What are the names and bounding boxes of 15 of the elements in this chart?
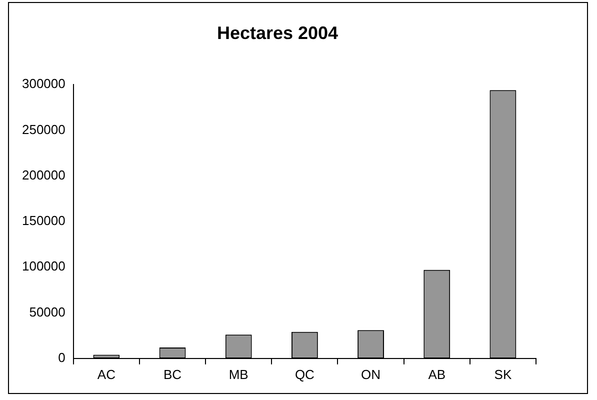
x-tick-label: AB [428, 366, 446, 382]
y-tick-label: 250000 [22, 122, 66, 137]
y-tick-label: 300000 [22, 76, 66, 92]
y-tick-label: 150000 [22, 213, 66, 228]
x-tick-label: BC [163, 366, 182, 382]
x-tick-label: MB [228, 366, 248, 382]
y-tick-label: 200000 [22, 167, 66, 182]
x-tick-label: SK [494, 366, 512, 382]
x-tick-label: AC [97, 366, 116, 382]
y-tick-label: 100000 [22, 258, 66, 274]
x-tick-label: QC [294, 366, 314, 382]
x-tick-label: ON [361, 366, 381, 382]
y-tick-label: 50000 [29, 304, 66, 320]
y-tick-label: 0 [58, 350, 66, 365]
chart-title: Hectares 2004 [216, 22, 338, 43]
